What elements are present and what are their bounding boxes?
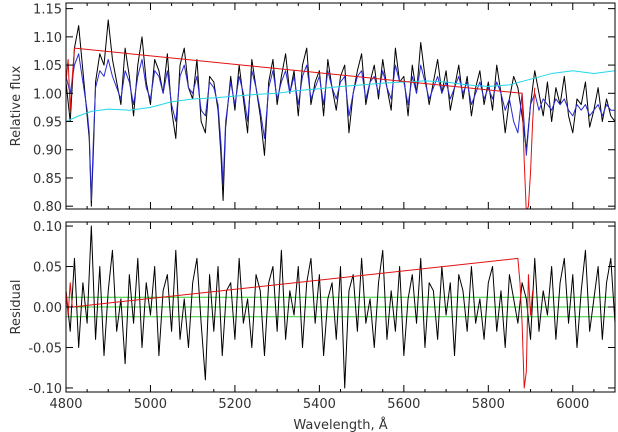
top-series-line-2 [66,70,615,122]
bottom-xtick-label-1: 5000 [134,397,167,412]
bottom-ytick-label-1: -0.05 [28,341,62,356]
bottom-ytick-label-3: 0.05 [33,261,62,276]
bottom-xtick-label-3: 5400 [303,397,336,412]
bottom-series-line-1 [66,257,534,389]
top-ytick-label-0: 0.80 [33,200,62,215]
bottom-xtick-label-2: 5200 [218,397,251,412]
bottom-panel-residual: -0.10 -0.05 0.00 0.05 0.10 4800 5000 5200 5400 56… [9,220,616,432]
top-panel-relative-flux: 0.80 0.85 0.90 0.95 1.00 1.05 1.10 1.15 Relative… [9,2,616,215]
top-plot-frame [65,2,616,210]
top-ylabel: Relative flux [9,65,24,146]
top-ytick-label-4: 1.00 [33,87,62,102]
bottom-ylabel: Residual [9,280,24,335]
bottom-ytick-label-4: 0.10 [33,220,62,235]
top-series-line-0 [66,19,615,207]
top-ytick-label-3: 0.95 [33,116,62,131]
bottom-xtick-label-5: 5800 [472,397,505,412]
top-ytick-label-7: 1.15 [33,3,62,18]
bottom-ytick-label-0: -0.10 [28,382,62,397]
bottom-xtick-label-6: 6000 [556,397,589,412]
top-series-line-1 [66,53,615,202]
bottom-ytick-label-2: 0.00 [33,301,62,316]
top-ytick-label-6: 1.10 [33,31,62,46]
top-ytick-label-1: 0.85 [33,172,62,187]
bottom-series-line-0 [66,225,615,389]
bottom-xlabel: Wavelength, Å [293,417,387,432]
bottom-xtick-label-0: 4800 [49,397,82,412]
top-ytick-label-2: 0.90 [33,144,62,159]
top-ytick-label-5: 1.05 [33,59,62,74]
bottom-xtick-label-4: 5600 [387,397,420,412]
top-series-line-3 [66,47,536,209]
